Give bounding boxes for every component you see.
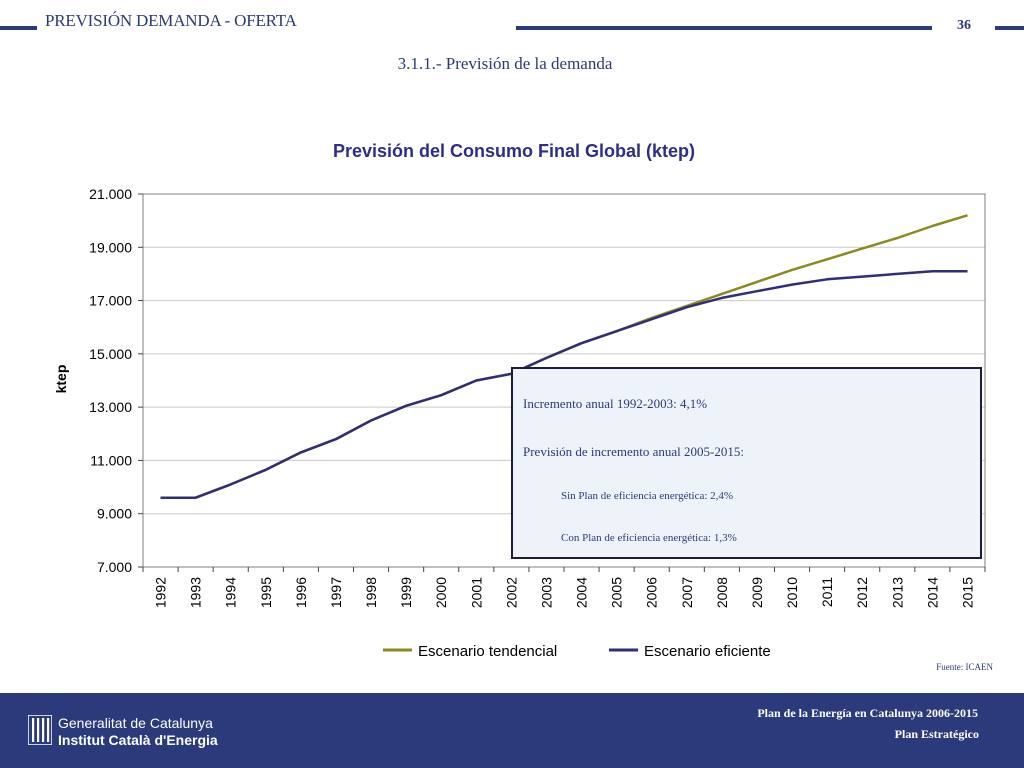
- consumption-forecast-chart: Previsión del Consumo Final Global (ktep…: [53, 141, 986, 660]
- x-tick-label: 2006: [644, 577, 660, 608]
- x-axis-ticks: 1992 1993 1994 1995 1996 1997 1998 1999 2000 2001…: [142, 567, 986, 608]
- series-lines: [160, 214, 968, 499]
- x-tick-label: 2011: [819, 577, 835, 607]
- page-number: 36: [957, 18, 971, 33]
- x-tick-label: 1995: [258, 577, 274, 608]
- y-axis-label: ktep: [53, 365, 69, 394]
- header-right-rule: [516, 26, 932, 30]
- x-tick-label: 1998: [363, 577, 379, 608]
- annotation-box: Incremento anual 1992-2003: 4,1% Previsi…: [511, 367, 982, 559]
- x-tick-label: 1996: [293, 577, 309, 608]
- header-far-right-rule: [995, 26, 1024, 30]
- x-tick-label: 1997: [328, 577, 344, 608]
- y-tick-label: 15.000: [89, 346, 132, 362]
- x-tick-label: 1999: [398, 577, 414, 608]
- footer-plan-title: Plan de la Energía en Catalunya 2006-201…: [757, 706, 978, 720]
- header-left-rule: [0, 26, 37, 30]
- y-axis-ticks: 7.000 9.000 11.000 13.000 15.000 17.000 19.000…: [89, 186, 143, 575]
- y-tick-label: 7.000: [97, 559, 132, 575]
- x-tick-label: 2003: [538, 577, 554, 608]
- x-tick-label: 2008: [714, 577, 730, 608]
- y-tick-label: 9.000: [97, 506, 132, 522]
- x-tick-label: 2002: [503, 577, 519, 608]
- y-tick-label: 11.000: [90, 452, 132, 468]
- x-tick-label: 2014: [924, 577, 940, 608]
- footer-org-generalitat: Generalitat de Catalunya: [58, 715, 213, 731]
- legend-label-eficiente: Escenario eficiente: [644, 643, 771, 660]
- footer-org-institut: Institut Català d'Energia: [58, 732, 218, 748]
- annotation-with-plan: Con Plan de eficiencia energética: 1,3%: [561, 532, 737, 544]
- source-note: Fuente: ICAEN: [936, 662, 993, 672]
- x-tick-label: 2001: [468, 577, 484, 608]
- y-tick-label: 13.000: [89, 399, 132, 415]
- y-tick-label: 17.000: [89, 293, 132, 309]
- y-tick-label: 19.000: [89, 239, 132, 255]
- x-tick-label: 2004: [574, 577, 590, 608]
- x-tick-label: 2005: [609, 577, 625, 608]
- legend: Escenario tendencial Escenario eficiente: [383, 643, 771, 660]
- section-subtitle: 3.1.1.- Previsión de la demanda: [397, 54, 613, 73]
- x-tick-label: 2009: [749, 577, 765, 608]
- legend-label-tendencial: Escenario tendencial: [418, 643, 557, 660]
- header-title: PREVISIÓN DEMANDA - OFERTA: [45, 11, 297, 30]
- annotation-without-plan: Sin Plan de eficiencia energética: 2,4%: [561, 490, 734, 502]
- footer-plan-subtitle: Plan Estratégico: [894, 727, 979, 741]
- x-tick-label: 1993: [188, 577, 204, 608]
- x-tick-label: 2000: [433, 577, 449, 608]
- generalitat-logo-icon: [28, 715, 52, 745]
- annotation-growth-historic: Incremento anual 1992-2003: 4,1%: [523, 396, 708, 411]
- x-tick-label: 2010: [784, 577, 800, 608]
- x-tick-label: 1994: [223, 577, 239, 608]
- series-line-eficiente: [160, 270, 968, 499]
- x-tick-label: 2015: [959, 577, 975, 608]
- x-tick-label: 2007: [679, 577, 695, 608]
- chart-title: Previsión del Consumo Final Global (ktep…: [333, 141, 695, 161]
- x-tick-label: 1992: [153, 577, 169, 608]
- y-tick-label: 21.000: [89, 186, 132, 202]
- footer-bar: [0, 693, 1024, 768]
- x-tick-label: 2012: [854, 577, 870, 608]
- x-tick-label: 2013: [889, 577, 905, 608]
- annotation-forecast-heading: Previsión de incremento anual 2005-2015:: [523, 444, 744, 459]
